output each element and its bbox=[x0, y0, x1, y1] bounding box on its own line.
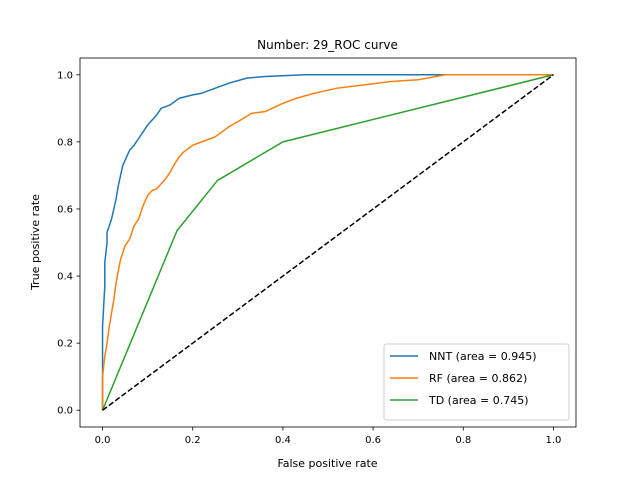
x-axis-label: False positive rate bbox=[277, 457, 377, 470]
chart-title: Number: 29_ROC curve bbox=[257, 38, 398, 52]
x-tick-label: 0.6 bbox=[365, 435, 381, 446]
legend-label: RF (area = 0.862) bbox=[429, 372, 527, 385]
y-tick-label: 0.0 bbox=[57, 406, 73, 417]
legend: NNT (area = 0.945) RF (area = 0.862) TD (a… bbox=[383, 343, 570, 421]
series-line-2 bbox=[101, 74, 554, 411]
legend-label: TD (area = 0.745) bbox=[428, 394, 529, 407]
x-tick-label: 0.8 bbox=[455, 435, 471, 446]
series-line-1 bbox=[101, 74, 554, 411]
y-axis-label: True positive rate bbox=[29, 194, 42, 291]
legend-box bbox=[383, 343, 570, 421]
y-tick-label: 1.0 bbox=[57, 70, 73, 81]
plot-area bbox=[79, 57, 577, 428]
y-tick-label: 0.6 bbox=[57, 204, 73, 215]
y-tick-label: 0.4 bbox=[57, 272, 73, 283]
series-line-0 bbox=[101, 74, 554, 411]
y-tick-label: 0.2 bbox=[57, 339, 73, 350]
x-tick-label: 0.2 bbox=[185, 435, 201, 446]
axes-frame bbox=[79, 57, 577, 428]
chance-diagonal-line bbox=[102, 74, 554, 411]
x-tick-label: 0.0 bbox=[95, 435, 111, 446]
x-tick-label: 0.4 bbox=[275, 435, 291, 446]
y-tick-label: 0.8 bbox=[57, 137, 73, 148]
x-tick-label: 1.0 bbox=[546, 435, 562, 446]
legend-label: NNT (area = 0.945) bbox=[429, 350, 537, 363]
axis-ticks: 0.0 0.2 0.4 0.6 0.8 1.0 0.0 0.2 0.4 0.6 0.8 1.0 bbox=[57, 70, 561, 446]
